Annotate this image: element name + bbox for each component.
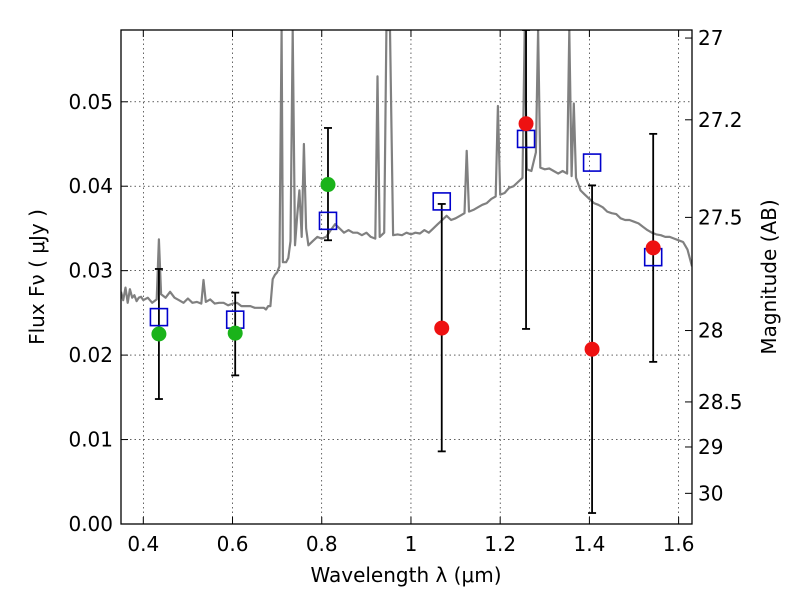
model-spectrum-layer: [121, 30, 692, 311]
y-tick-label: 0.02: [68, 343, 113, 367]
y-tick-label: 0.01: [68, 428, 113, 452]
x-tick-label: 1: [405, 532, 418, 556]
model-photometry-box: [582, 153, 602, 172]
x-tick-label: 1.2: [484, 532, 516, 556]
mag-tick-label: 27: [698, 26, 723, 50]
x-tick-label: 0.8: [306, 532, 338, 556]
x-tick-label: 0.4: [127, 532, 159, 556]
mag-tick-label: 28: [698, 319, 723, 343]
plot-frame: [120, 29, 693, 525]
mag-tick-label: 29: [698, 435, 723, 459]
y-tick-label: 0.03: [68, 259, 113, 283]
y-tick-label: 0.04: [68, 174, 113, 198]
observed-point-red: [584, 341, 600, 357]
observed-point-green: [320, 177, 336, 193]
y-tick-label: 0.05: [68, 90, 113, 114]
x-tick-label: 1.4: [573, 532, 605, 556]
mag-tick-label: 27.5: [698, 205, 743, 229]
mag-tick-label: 28.5: [698, 390, 743, 414]
model-photometry-box: [149, 307, 169, 327]
y-tick-label: 0.00: [68, 512, 113, 536]
mag-tick-label: 30: [698, 481, 723, 505]
observed-points-layer: [151, 116, 661, 357]
model-photometry-box: [432, 192, 452, 211]
axis-tick-labels: 0.4 0.6 0.8 1 1.2 1.4 1.6 0.00 0.01 0.02 0.03 0.04 0…: [68, 26, 742, 556]
axis-ticks: [121, 30, 692, 525]
observed-point-red: [434, 320, 450, 336]
observed-point-green: [151, 326, 167, 342]
model-spectrum-line: [121, 30, 692, 311]
observed-point-red: [645, 240, 661, 256]
x-axis-label: Wavelength λ (μm): [310, 563, 501, 587]
mag-tick-label: 27.2: [698, 108, 743, 132]
x-tick-label: 0.6: [217, 532, 249, 556]
observed-point-green: [227, 325, 243, 341]
y-axis-label: Flux Fν ( μJy ): [25, 209, 49, 345]
model-photometry-layer: [149, 129, 663, 329]
y2-axis-label: Magnitude (AB): [757, 199, 781, 354]
model-photometry-box: [318, 211, 338, 231]
grid: [121, 30, 692, 524]
x-tick-label: 1.6: [663, 532, 695, 556]
observed-point-red: [518, 116, 534, 132]
